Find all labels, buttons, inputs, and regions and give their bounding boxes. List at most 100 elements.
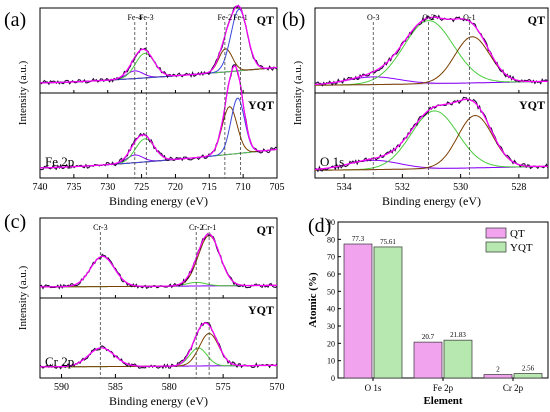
y-tick-label: 40 — [327, 305, 335, 314]
y-tick-label: 10 — [327, 357, 335, 366]
bar-value-label: 75.61 — [380, 238, 396, 246]
x-tick-label: 532 — [395, 182, 410, 193]
bar-value-label: 2.56 — [522, 365, 535, 373]
panel-label: (b) — [282, 9, 305, 31]
fit-envelope — [40, 322, 277, 368]
y-tick-label: 80 — [327, 235, 335, 244]
peak-label: O-3 — [367, 13, 379, 22]
component-peak — [40, 106, 278, 169]
x-tick-label: 580 — [162, 382, 177, 393]
x-tick-label: 534 — [337, 182, 352, 193]
x-axis-label: Binding energy (eV) — [109, 194, 208, 208]
bar-value-label: 21.83 — [450, 331, 466, 339]
panel-label: (d) — [308, 215, 331, 237]
component-peak — [40, 97, 278, 169]
xps-panel-0: (a) 740 735 730 725 720 715 710 705 Binding energ… — [4, 4, 285, 208]
component-peak — [40, 48, 278, 84]
sample-label: YQT — [519, 98, 545, 112]
xps-panel-2: (c) 590 585 580 575 570 Binding energy (eV) Int… — [4, 211, 285, 408]
peak-label: Cr-3 — [93, 223, 108, 232]
bar-value-label: 77.3 — [352, 235, 365, 243]
x-tick-label: 528 — [511, 182, 526, 193]
peak-label: O-2 — [422, 13, 434, 22]
y-tick-label: 60 — [327, 270, 335, 279]
legend-label: QT — [510, 228, 525, 240]
raw-spectrum — [39, 64, 278, 171]
y-tick-label: 0 — [331, 374, 335, 383]
legend-swatch — [485, 227, 507, 239]
fit-envelope — [40, 233, 277, 288]
bar-value-label: 20.7 — [422, 333, 435, 341]
bar-qt — [413, 341, 443, 379]
component-peak — [40, 234, 277, 288]
x-tick-label: 740 — [33, 182, 48, 193]
legend-swatch — [485, 241, 507, 253]
y-tick-label: 70 — [327, 253, 335, 262]
y-tick-label: 90 — [327, 218, 335, 227]
x-tick-label: 710 — [236, 182, 251, 193]
fit-envelope — [314, 16, 548, 86]
bar-panel: (d) 0 10 20 30 40 50 60 70 80 90 Atomic (%) Element O… — [307, 215, 549, 407]
x-axis-label: Binding energy (eV) — [109, 394, 208, 408]
sample-label: YQT — [248, 303, 274, 317]
peak-label: Fe-4 — [127, 13, 142, 22]
fit-envelope — [314, 98, 548, 170]
element-label: Cr 2p — [45, 354, 74, 369]
peak-label: Cr-1 — [202, 223, 217, 232]
legend: QT YQT — [485, 227, 533, 254]
x-tick-label: 715 — [202, 182, 217, 193]
component-peak — [40, 332, 277, 368]
y-axis-label: Intensity (a.u.) — [17, 60, 29, 125]
y-axis-label: Intensity (a.u.) — [17, 265, 29, 330]
element-label: O 1s — [320, 154, 344, 169]
xps-panel-1: (b) 534 532 530 528 Binding energy (eV) Intens… — [282, 7, 549, 208]
component-peak — [40, 255, 277, 288]
bar-yqt — [513, 373, 543, 379]
raw-spectrum — [39, 321, 278, 370]
sample-label: QT — [257, 223, 274, 237]
x-tick-label: 590 — [54, 382, 69, 393]
bar-qt — [483, 374, 513, 379]
x-tick-label: 530 — [453, 182, 468, 193]
y-tick-label: 30 — [327, 322, 335, 331]
peak-label: O-1 — [463, 13, 475, 22]
x-tick-label: 730 — [100, 182, 115, 193]
x-axis-label: Element — [423, 395, 462, 407]
x-tick-label: 725 — [134, 182, 149, 193]
peak-label: Fe-1 — [233, 13, 248, 22]
x-tick-label: 570 — [270, 382, 285, 393]
x-tick-label: 735 — [66, 182, 81, 193]
x-axis-label: Binding energy (eV) — [382, 194, 481, 208]
x-tick-label: 705 — [270, 182, 285, 193]
y-tick-label: 50 — [327, 287, 335, 296]
x-tick-label: 720 — [168, 182, 183, 193]
panel-label: (c) — [4, 211, 26, 233]
peak-label: Fe-2 — [218, 13, 233, 22]
fit-envelope — [40, 5, 278, 84]
x-tick-label: 585 — [108, 382, 123, 393]
raw-spectrum — [39, 233, 278, 290]
raw-spectrum — [314, 14, 549, 87]
sample-label: QT — [528, 13, 545, 27]
sample-label: QT — [257, 13, 274, 27]
bar-qt — [343, 243, 373, 379]
category-label: Fe 2p — [433, 383, 454, 393]
background-line — [40, 66, 278, 84]
category-label: Cr 2p — [503, 383, 524, 393]
sample-label: YQT — [248, 98, 274, 112]
y-axis-label: Atomic (%) — [307, 272, 319, 328]
element-label: Fe 2p — [45, 154, 74, 169]
bar-yqt — [443, 339, 473, 379]
fit-envelope — [40, 65, 278, 169]
y-tick-label: 20 — [327, 339, 335, 348]
category-label: O 1s — [365, 383, 382, 393]
peak-label: Fe-3 — [139, 13, 154, 22]
component-peak — [40, 66, 278, 84]
legend-label: YQT — [510, 242, 533, 254]
component-peak — [315, 20, 548, 86]
panel-label: (a) — [4, 9, 26, 31]
peak-label: Cr-2 — [189, 223, 204, 232]
y-axis-label: Intensity (a.u.) — [292, 60, 304, 125]
x-tick-label: 575 — [216, 382, 231, 393]
